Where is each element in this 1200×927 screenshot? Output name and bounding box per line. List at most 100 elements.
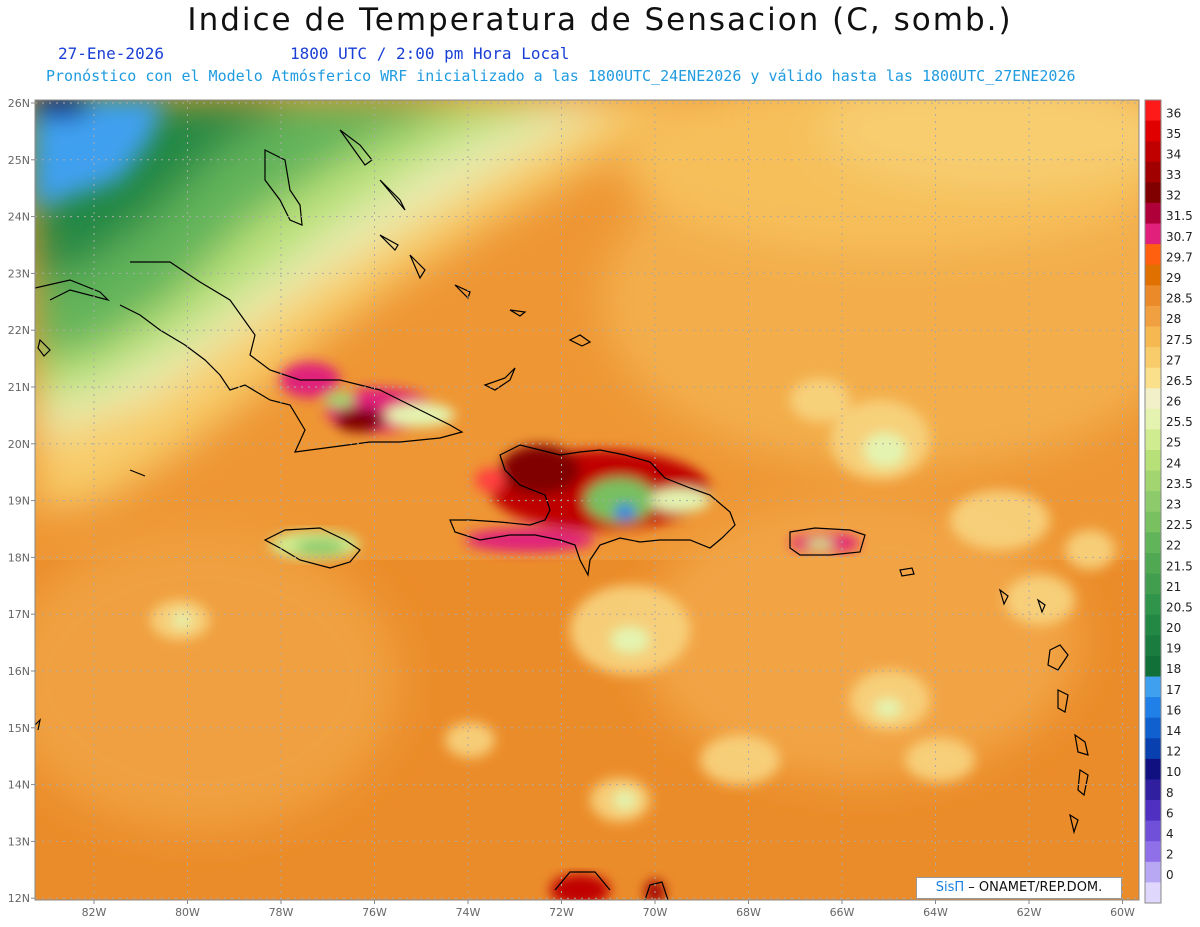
sistpi-logo: SisΠ [935,880,965,895]
colorbar-swatch [1145,779,1161,801]
colorbar-label: 8 [1166,786,1174,800]
colorbar-label: 17 [1166,683,1181,697]
forecast-time: 1800 UTC / 2:00 pm Hora Local [290,44,570,63]
colorbar-swatch [1145,408,1161,430]
forecast-date: 27-Ene-2026 [58,44,164,63]
colorbar-swatch [1145,347,1161,369]
colorbar-swatch [1145,820,1161,842]
colorbar-label: 26 [1166,395,1181,409]
lon-label: 76W [362,906,387,919]
colorbar-label: 30.7 [1166,230,1193,244]
lon-label: 62W [1017,906,1042,919]
coastlines [35,129,1089,900]
colorbar-swatch [1145,800,1161,822]
colorbar-swatch [1145,635,1161,657]
graticule [35,100,1139,900]
colorbar-label: 29.7 [1166,250,1193,264]
colorbar-frame [1144,99,1162,904]
map-field [35,100,1139,900]
colorbar-swatch [1145,388,1161,410]
lat-label: 21N [8,381,30,394]
colorbar-label: 24 [1166,456,1181,470]
lon-label: 80W [175,906,200,919]
colorbar-label: 27.5 [1166,333,1193,347]
colorbar-label: 31.5 [1166,209,1193,223]
lon-label: 74W [456,906,481,919]
colorbar-swatch [1145,450,1161,472]
lat-label: 24N [8,211,30,224]
lon-label: 68W [736,906,761,919]
colorbar-swatch [1145,573,1161,595]
colorbar-swatch [1145,100,1161,122]
map-frame [34,99,1140,901]
colorbar-swatch [1145,738,1161,760]
colorbar-label: 0 [1166,868,1174,882]
lat-label: 16N [8,665,30,678]
lon-label: 78W [269,906,294,919]
lat-label: 15N [8,722,30,735]
lat-label: 26N [8,97,30,110]
lat-label: 12N [8,892,30,905]
colorbar-swatch [1145,655,1161,678]
colorbar-label: 20.5 [1166,600,1193,614]
model-info: Pronóstico con el Modelo Atmósferico WRF… [46,67,1076,85]
colorbar-swatch [1145,120,1161,142]
lon-label: 64W [923,906,948,919]
colorbar-swatch [1145,223,1161,245]
colorbar-label: 20 [1166,621,1181,635]
map-title: Indice de Temperatura de Sensacion (C, s… [187,2,1013,38]
lon-label: 70W [643,906,668,919]
colorbar-label: 25 [1166,436,1181,450]
credit-org: – ONAMET/REP.DOM. [964,880,1103,895]
colorbar-swatch [1145,182,1161,204]
colorbar-label: 2 [1166,848,1174,862]
colorbar-swatch [1145,470,1161,492]
colorbar-swatch [1145,697,1161,719]
colorbar-swatch [1145,305,1161,327]
colorbar-label: 14 [1166,724,1181,738]
lat-label: 23N [8,267,30,280]
lat-label: 22N [8,324,30,337]
colorbar-swatch [1145,161,1161,183]
colorbar: 363534333231.530.729.72928.52827.52726.5… [1144,99,1193,904]
lat-label: 14N [8,779,30,792]
lat-label: 20N [8,438,30,451]
colorbar-swatch [1145,285,1161,307]
colorbar-label: 33 [1166,168,1181,182]
colorbar-label: 32 [1166,189,1181,203]
colorbar-label: 27 [1166,353,1181,367]
credit-box: SisΠ – ONAMET/REP.DOM. [916,877,1122,899]
colorbar-swatch [1145,367,1161,389]
colorbar-label: 16 [1166,703,1181,717]
lon-label: 72W [549,906,574,919]
colorbar-label: 35 [1166,127,1181,141]
colorbar-label: 21.5 [1166,559,1193,573]
colorbar-label: 10 [1166,765,1181,779]
lat-label: 13N [8,835,30,848]
colorbar-swatch [1145,758,1161,780]
colorbar-label: 21 [1166,580,1181,594]
colorbar-label: 29 [1166,271,1181,285]
colorbar-swatch [1145,532,1161,554]
colorbar-label: 12 [1166,745,1181,759]
colorbar-label: 4 [1166,827,1174,841]
lon-label: 66W [830,906,855,919]
colorbar-swatch [1145,882,1161,904]
colorbar-swatch [1145,326,1161,348]
colorbar-swatch [1145,614,1161,636]
colorbar-label: 22.5 [1166,518,1193,532]
colorbar-swatch [1145,141,1161,163]
colorbar-label: 23 [1166,498,1181,512]
colorbar-swatch [1145,429,1161,451]
colorbar-swatch [1145,861,1161,883]
colorbar-swatch [1145,841,1161,863]
lat-label: 18N [8,551,30,564]
colorbar-label: 28 [1166,312,1181,326]
colorbar-label: 23.5 [1166,477,1193,491]
colorbar-label: 28.5 [1166,292,1193,306]
lat-label: 25N [8,154,30,167]
latitude-axis: 26N 25N 24N 23N 22N 21N 20N 19N 18N 17N 16N 15N 14N 1… [8,97,35,905]
lat-label: 19N [8,495,30,508]
colorbar-label: 26.5 [1166,374,1193,388]
